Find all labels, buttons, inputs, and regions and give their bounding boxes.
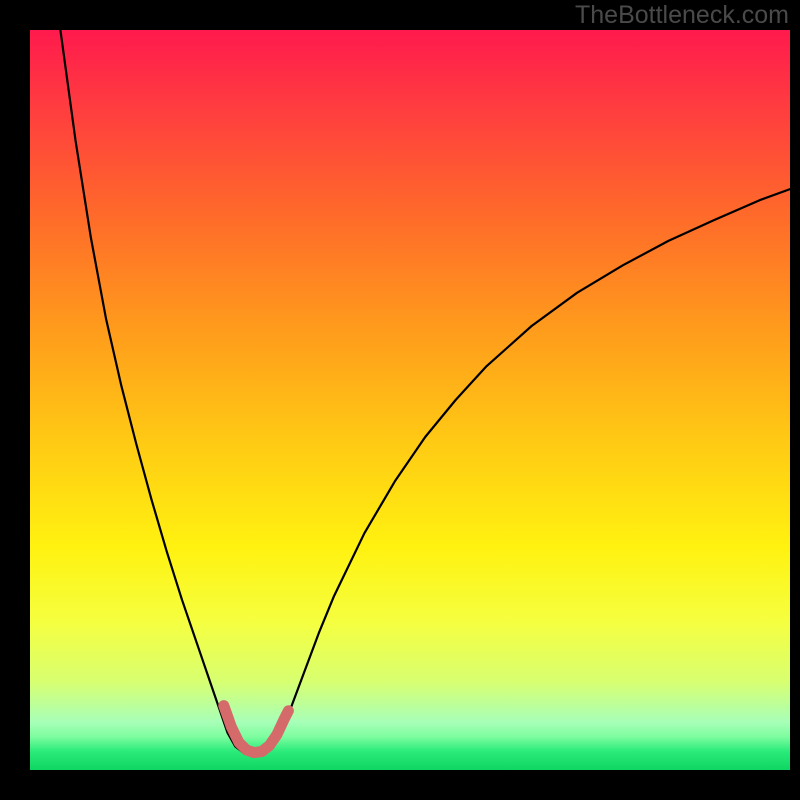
frame-bottom: [0, 770, 800, 800]
optimal-zone-marker: [224, 706, 289, 753]
watermark-text: TheBottleneck.com: [575, 1, 789, 30]
frame-right: [790, 0, 800, 800]
frame-left: [0, 0, 30, 800]
chart-svg: [0, 0, 800, 800]
bottleneck-curve: [60, 30, 790, 755]
